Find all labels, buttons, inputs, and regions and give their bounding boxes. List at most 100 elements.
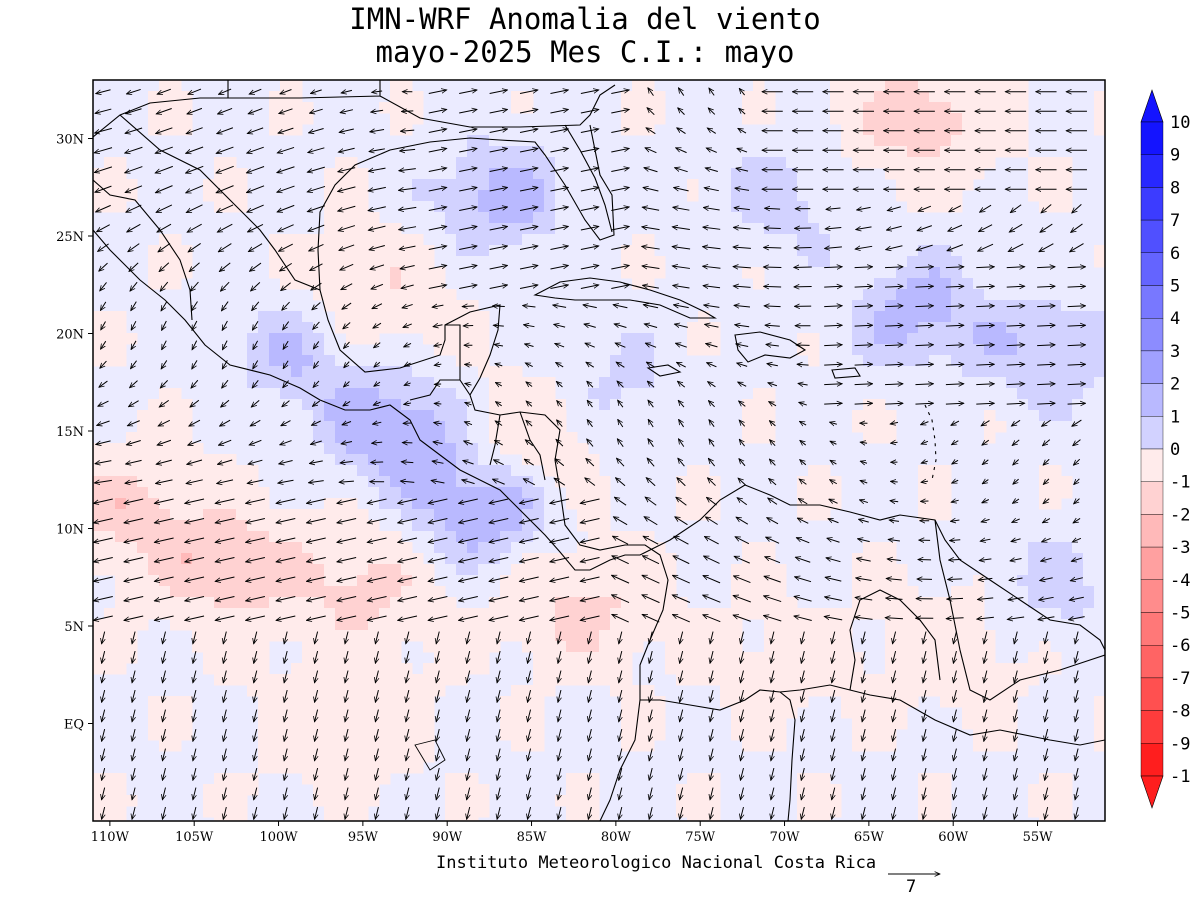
wind-vector — [217, 204, 234, 213]
wind-vector — [281, 282, 291, 291]
wind-vector — [489, 498, 509, 503]
wind-vector — [375, 689, 378, 702]
wind-vector — [489, 226, 508, 231]
wind-vector — [676, 497, 687, 506]
wind-vector — [794, 596, 812, 602]
wind-vector — [708, 401, 715, 408]
wind-vector — [463, 460, 474, 464]
wind-vector — [619, 728, 622, 741]
colorbar-segment — [1140, 743, 1164, 777]
wind-vector — [642, 266, 660, 269]
wind-vector — [519, 537, 539, 542]
wind-vector — [765, 208, 781, 209]
wind-vector — [519, 576, 539, 581]
wind-vector — [646, 362, 656, 368]
wind-vector — [459, 207, 477, 211]
wind-vector — [132, 709, 135, 722]
wind-vector — [307, 205, 325, 212]
wind-vector — [558, 689, 561, 702]
wind-vector — [310, 90, 322, 94]
wind-vector — [1037, 286, 1055, 287]
wind-vector — [859, 519, 869, 522]
wind-vector — [131, 360, 137, 369]
wind-vector — [1006, 403, 1025, 404]
wind-vector — [489, 187, 508, 192]
wind-vector — [433, 325, 443, 327]
wind-vector — [680, 748, 683, 761]
wind-vector — [459, 518, 478, 523]
wind-vector — [771, 728, 774, 741]
wind-vector — [887, 206, 901, 211]
wind-vector — [765, 325, 780, 326]
wind-vector — [765, 557, 781, 564]
wind-vector — [102, 709, 105, 722]
wind-vector — [217, 459, 233, 464]
wind-vector — [950, 520, 960, 521]
wind-vector — [825, 597, 842, 602]
wind-vector — [1006, 364, 1025, 365]
wind-vector — [130, 380, 138, 388]
colorbar-label: -2 — [1170, 505, 1190, 525]
wind-vector — [860, 461, 868, 463]
wind-vector — [374, 382, 381, 386]
wind-vector — [375, 728, 378, 741]
wind-vector — [733, 576, 751, 584]
wind-vector — [1067, 306, 1086, 307]
wind-vector — [428, 246, 447, 250]
wind-vector — [951, 421, 960, 425]
wind-vector — [1006, 325, 1025, 326]
wind-vector — [558, 650, 561, 663]
wind-vector — [739, 108, 746, 115]
wind-vector — [218, 439, 232, 445]
wind-vector — [649, 728, 652, 741]
wind-vector — [740, 650, 743, 663]
wind-vector — [885, 618, 903, 619]
wind-vector — [649, 650, 652, 663]
wind-vector — [371, 283, 384, 289]
wind-vector — [801, 689, 804, 702]
wind-vector — [489, 615, 509, 620]
wind-vector — [642, 594, 660, 604]
wind-vector — [370, 264, 385, 270]
wind-vector — [1045, 670, 1048, 683]
wind-vector — [707, 363, 717, 368]
wind-vector — [343, 341, 350, 348]
wind-vector — [246, 166, 265, 172]
wind-vector — [860, 480, 868, 483]
wind-vector — [611, 246, 629, 250]
wind-vector — [736, 168, 749, 171]
wind-vector — [771, 689, 774, 702]
wind-vector — [254, 748, 257, 761]
wind-vector — [862, 709, 865, 722]
wind-vector — [1013, 459, 1020, 465]
wind-vector — [402, 304, 413, 308]
wind-vector — [885, 345, 903, 346]
wind-vector — [527, 631, 530, 644]
wind-vector — [158, 243, 171, 251]
wind-vector — [945, 364, 964, 365]
colorbar-label: 4 — [1170, 309, 1180, 329]
wind-vector — [611, 90, 629, 94]
wind-vector — [129, 262, 139, 272]
wind-vector — [649, 631, 652, 644]
wind-vector — [222, 340, 228, 350]
wind-vector — [764, 576, 781, 583]
wind-vector — [766, 536, 780, 544]
wind-vector — [428, 596, 448, 601]
wind-vector — [1014, 709, 1017, 722]
wind-vector — [642, 555, 660, 565]
wind-vector — [680, 709, 683, 722]
wind-vector — [832, 748, 835, 761]
wind-vector — [558, 670, 561, 683]
wind-vector — [824, 306, 842, 307]
wind-vector — [588, 650, 591, 663]
wind-vector — [189, 419, 201, 426]
x-tick-label: 95W — [348, 830, 379, 845]
wind-vector — [1014, 670, 1017, 683]
wind-vector — [673, 305, 689, 308]
wind-vector — [313, 380, 320, 387]
wind-vector — [276, 518, 296, 523]
wind-vector — [675, 517, 688, 526]
wind-vector — [223, 689, 226, 702]
wind-vector — [277, 204, 295, 212]
